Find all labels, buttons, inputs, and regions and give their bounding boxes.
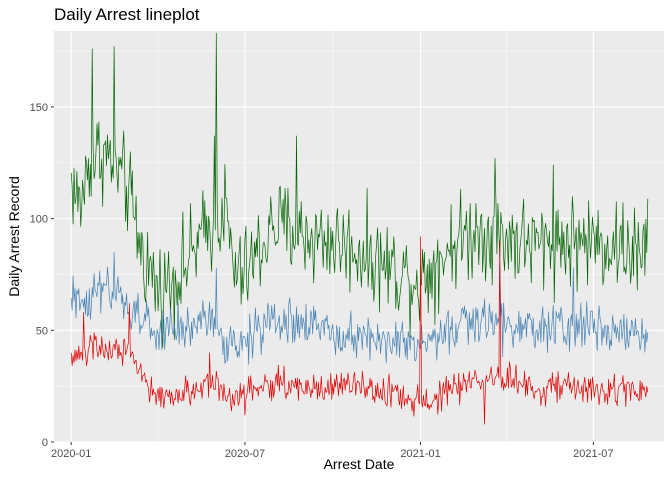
y-tick-label: 150 bbox=[30, 102, 48, 114]
x-tick-label: 2021-01 bbox=[400, 448, 440, 460]
x-tick-label: 2020-07 bbox=[225, 448, 265, 460]
y-tick-label: 0 bbox=[42, 437, 48, 449]
series-line-3 bbox=[70, 236, 649, 425]
series-line-2 bbox=[70, 251, 649, 365]
x-tick-label: 2021-07 bbox=[573, 448, 613, 460]
chart-title: Daily Arrest lineplot bbox=[54, 5, 200, 24]
x-axis-title: Arrest Date bbox=[324, 456, 395, 472]
y-tick-label: 100 bbox=[30, 214, 48, 226]
y-axis-title: Daily Arrest Record bbox=[6, 176, 22, 297]
y-tick-label: 50 bbox=[36, 325, 48, 337]
series-line-1 bbox=[70, 32, 649, 348]
x-tick-label: 2020-01 bbox=[51, 448, 91, 460]
